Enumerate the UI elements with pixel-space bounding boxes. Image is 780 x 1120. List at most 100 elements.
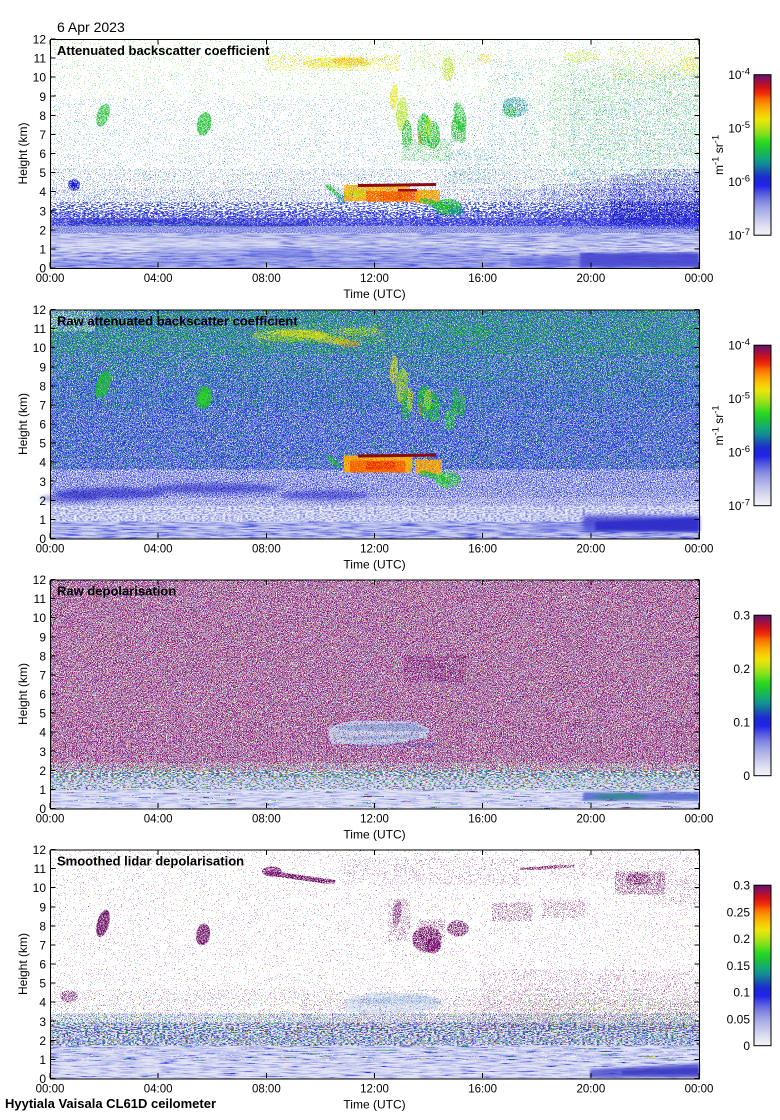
svg-text:Raw attenuated backscatter coe: Raw attenuated backscatter coefficient bbox=[57, 314, 298, 329]
svg-text:16:00: 16:00 bbox=[468, 1084, 497, 1096]
svg-text:7: 7 bbox=[39, 398, 46, 412]
svg-text:11: 11 bbox=[34, 52, 47, 66]
svg-text:16:00: 16:00 bbox=[468, 814, 497, 826]
svg-text:10: 10 bbox=[33, 881, 47, 895]
svg-text:Raw depolarisation: Raw depolarisation bbox=[57, 584, 176, 599]
svg-text:6 Apr 2023: 6 Apr 2023 bbox=[57, 19, 125, 35]
svg-text:0: 0 bbox=[39, 532, 46, 546]
svg-text:11: 11 bbox=[34, 862, 47, 876]
svg-text:5: 5 bbox=[39, 977, 46, 991]
svg-text:2: 2 bbox=[39, 223, 46, 237]
svg-text:08:00: 08:00 bbox=[252, 1084, 281, 1096]
svg-text:Attenuated backscatter coeffic: Attenuated backscatter coefficient bbox=[57, 43, 270, 58]
svg-text:5: 5 bbox=[39, 707, 46, 721]
svg-text:9: 9 bbox=[39, 900, 46, 914]
svg-text:04:00: 04:00 bbox=[144, 273, 173, 285]
svg-text:2: 2 bbox=[39, 494, 46, 508]
svg-text:20:00: 20:00 bbox=[576, 273, 605, 285]
svg-text:9: 9 bbox=[39, 90, 46, 104]
svg-text:12:00: 12:00 bbox=[360, 273, 389, 285]
svg-text:2: 2 bbox=[39, 764, 46, 778]
svg-text:00:00: 00:00 bbox=[685, 1084, 714, 1096]
svg-text:0.2: 0.2 bbox=[733, 932, 750, 946]
svg-text:5: 5 bbox=[39, 437, 46, 451]
svg-text:16:00: 16:00 bbox=[468, 273, 497, 285]
svg-text:3: 3 bbox=[39, 745, 46, 759]
svg-text:00:00: 00:00 bbox=[36, 814, 65, 826]
svg-text:20:00: 20:00 bbox=[576, 814, 605, 826]
svg-text:6: 6 bbox=[39, 958, 46, 972]
svg-text:00:00: 00:00 bbox=[685, 273, 714, 285]
svg-text:10: 10 bbox=[33, 71, 47, 85]
svg-text:Smoothed lidar depolarisation: Smoothed lidar depolarisation bbox=[57, 854, 244, 869]
svg-text:9: 9 bbox=[39, 630, 46, 644]
svg-text:0: 0 bbox=[39, 1072, 46, 1086]
svg-text:2: 2 bbox=[39, 1034, 46, 1048]
svg-text:1: 1 bbox=[39, 783, 46, 797]
svg-text:16:00: 16:00 bbox=[468, 544, 497, 556]
svg-text:0.25: 0.25 bbox=[727, 905, 751, 919]
svg-text:11: 11 bbox=[34, 322, 47, 336]
svg-text:Time (UTC): Time (UTC) bbox=[343, 1098, 405, 1112]
svg-text:7: 7 bbox=[39, 128, 46, 142]
svg-text:3: 3 bbox=[39, 204, 46, 218]
svg-text:12: 12 bbox=[33, 573, 47, 587]
svg-text:0.1: 0.1 bbox=[733, 716, 750, 730]
svg-text:11: 11 bbox=[34, 592, 47, 606]
svg-text:4: 4 bbox=[39, 726, 46, 740]
svg-text:6: 6 bbox=[39, 147, 46, 161]
svg-text:0: 0 bbox=[743, 769, 750, 783]
svg-text:10: 10 bbox=[33, 341, 47, 355]
svg-text:Height (km): Height (km) bbox=[16, 663, 30, 725]
svg-text:9: 9 bbox=[39, 360, 46, 374]
svg-text:8: 8 bbox=[39, 649, 46, 663]
svg-text:7: 7 bbox=[39, 938, 46, 952]
svg-text:0.05: 0.05 bbox=[727, 1012, 751, 1026]
svg-text:7: 7 bbox=[39, 668, 46, 682]
svg-text:4: 4 bbox=[39, 996, 46, 1010]
svg-text:04:00: 04:00 bbox=[144, 814, 173, 826]
svg-text:0: 0 bbox=[39, 802, 46, 816]
svg-text:6: 6 bbox=[39, 418, 46, 432]
svg-text:12: 12 bbox=[33, 843, 47, 857]
svg-text:8: 8 bbox=[39, 109, 46, 123]
svg-text:m-1 sr-1: m-1 sr-1 bbox=[711, 405, 727, 445]
svg-text:20:00: 20:00 bbox=[576, 544, 605, 556]
svg-text:00:00: 00:00 bbox=[685, 544, 714, 556]
svg-text:0: 0 bbox=[39, 262, 46, 276]
svg-text:12: 12 bbox=[33, 33, 47, 47]
svg-text:08:00: 08:00 bbox=[252, 544, 281, 556]
svg-text:0.2: 0.2 bbox=[733, 662, 750, 676]
svg-text:0.3: 0.3 bbox=[733, 879, 750, 893]
svg-text:Hyytiala Vaisala CL61D ceilome: Hyytiala Vaisala CL61D ceilometer bbox=[5, 1096, 216, 1111]
svg-text:3: 3 bbox=[39, 475, 46, 489]
svg-text:12: 12 bbox=[33, 303, 47, 317]
svg-text:6: 6 bbox=[39, 688, 46, 702]
svg-text:0.1: 0.1 bbox=[733, 986, 750, 1000]
svg-text:0.15: 0.15 bbox=[727, 959, 751, 973]
svg-text:10: 10 bbox=[33, 611, 47, 625]
svg-text:20:00: 20:00 bbox=[576, 1084, 605, 1096]
svg-text:8: 8 bbox=[39, 919, 46, 933]
svg-text:1: 1 bbox=[39, 242, 46, 256]
svg-text:8: 8 bbox=[39, 379, 46, 393]
svg-text:08:00: 08:00 bbox=[252, 814, 281, 826]
svg-text:Height (km): Height (km) bbox=[16, 122, 30, 184]
svg-text:12:00: 12:00 bbox=[360, 814, 389, 826]
svg-text:0: 0 bbox=[743, 1039, 750, 1053]
svg-text:0.3: 0.3 bbox=[733, 609, 750, 623]
svg-text:00:00: 00:00 bbox=[685, 814, 714, 826]
svg-text:Time (UTC): Time (UTC) bbox=[343, 287, 405, 301]
svg-text:00:00: 00:00 bbox=[36, 544, 65, 556]
svg-text:08:00: 08:00 bbox=[252, 273, 281, 285]
svg-text:Height (km): Height (km) bbox=[16, 933, 30, 995]
svg-text:4: 4 bbox=[39, 185, 46, 199]
svg-text:1: 1 bbox=[39, 513, 46, 527]
svg-text:12:00: 12:00 bbox=[360, 544, 389, 556]
svg-text:3: 3 bbox=[39, 1015, 46, 1029]
svg-text:04:00: 04:00 bbox=[144, 1084, 173, 1096]
svg-text:1: 1 bbox=[39, 1053, 46, 1067]
svg-text:Height (km): Height (km) bbox=[16, 393, 30, 455]
svg-text:Time (UTC): Time (UTC) bbox=[343, 558, 405, 572]
svg-text:04:00: 04:00 bbox=[144, 544, 173, 556]
